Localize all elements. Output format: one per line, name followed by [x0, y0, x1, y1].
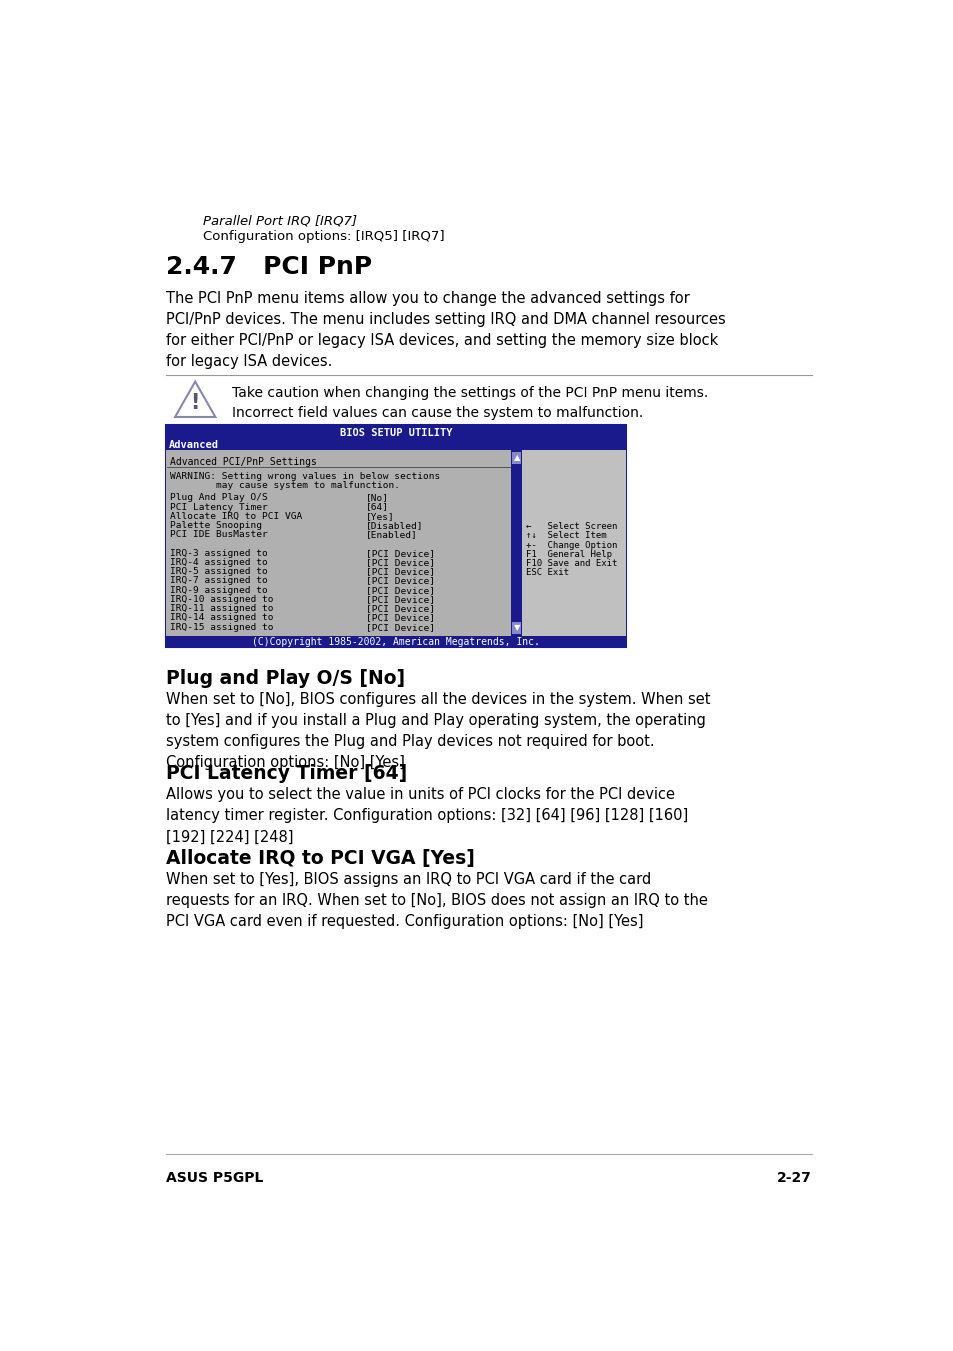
- Text: BIOS SETUP UTILITY: BIOS SETUP UTILITY: [339, 428, 452, 438]
- Text: [PCI Device]: [PCI Device]: [365, 594, 435, 604]
- Text: ▲: ▲: [513, 454, 519, 462]
- FancyBboxPatch shape: [512, 621, 521, 634]
- Text: F1  General Help: F1 General Help: [525, 550, 612, 559]
- Text: ▼: ▼: [513, 623, 519, 632]
- Text: [PCI Device]: [PCI Device]: [365, 558, 435, 567]
- Text: +-  Change Option: +- Change Option: [525, 540, 617, 550]
- Text: PCI Latency Timer [64]: PCI Latency Timer [64]: [166, 765, 407, 784]
- Text: IRQ-15 assigned to: IRQ-15 assigned to: [171, 623, 274, 632]
- Text: IRQ-3 assigned to: IRQ-3 assigned to: [171, 549, 268, 558]
- Text: PCI Latency Timer: PCI Latency Timer: [171, 503, 268, 512]
- Text: Allocate IRQ to PCI VGA: Allocate IRQ to PCI VGA: [171, 512, 302, 521]
- FancyBboxPatch shape: [166, 636, 625, 647]
- Text: IRQ-14 assigned to: IRQ-14 assigned to: [171, 613, 274, 623]
- Text: When set to [No], BIOS configures all the devices in the system. When set
to [Ye: When set to [No], BIOS configures all th…: [166, 692, 709, 770]
- Text: IRQ-9 assigned to: IRQ-9 assigned to: [171, 586, 268, 594]
- Text: F10 Save and Exit: F10 Save and Exit: [525, 559, 617, 569]
- Text: Configuration options: [IRQ5] [IRQ7]: Configuration options: [IRQ5] [IRQ7]: [203, 230, 444, 243]
- Text: IRQ-5 assigned to: IRQ-5 assigned to: [171, 567, 268, 577]
- FancyBboxPatch shape: [166, 439, 221, 450]
- Text: 2-27: 2-27: [777, 1171, 811, 1185]
- Text: [PCI Device]: [PCI Device]: [365, 567, 435, 577]
- Text: may cause system to malfunction.: may cause system to malfunction.: [171, 481, 400, 490]
- Text: Take caution when changing the settings of the PCI PnP menu items.
Incorrect fie: Take caution when changing the settings …: [232, 386, 707, 420]
- Text: Palette Snooping: Palette Snooping: [171, 521, 262, 530]
- Text: WARNING: Setting wrong values in below sections: WARNING: Setting wrong values in below s…: [171, 471, 440, 481]
- Text: PCI IDE BusMaster: PCI IDE BusMaster: [171, 531, 268, 539]
- Text: [PCI Device]: [PCI Device]: [365, 586, 435, 594]
- FancyBboxPatch shape: [166, 450, 511, 636]
- Text: [Disabled]: [Disabled]: [365, 521, 423, 530]
- Text: 2.4.7   PCI PnP: 2.4.7 PCI PnP: [166, 254, 372, 278]
- Text: IRQ-11 assigned to: IRQ-11 assigned to: [171, 604, 274, 613]
- Text: [No]: [No]: [365, 493, 388, 503]
- Polygon shape: [174, 381, 215, 417]
- Text: [PCI Device]: [PCI Device]: [365, 604, 435, 613]
- Text: (C)Copyright 1985-2002, American Megatrends, Inc.: (C)Copyright 1985-2002, American Megatre…: [252, 638, 539, 647]
- Text: Advanced PCI/PnP Settings: Advanced PCI/PnP Settings: [171, 458, 317, 467]
- Text: [PCI Device]: [PCI Device]: [365, 613, 435, 623]
- Text: [Yes]: [Yes]: [365, 512, 394, 521]
- Text: IRQ-4 assigned to: IRQ-4 assigned to: [171, 558, 268, 567]
- Text: [PCI Device]: [PCI Device]: [365, 577, 435, 585]
- Text: Advanced: Advanced: [169, 440, 218, 450]
- Text: Plug And Play O/S: Plug And Play O/S: [171, 493, 268, 503]
- FancyBboxPatch shape: [511, 450, 521, 636]
- FancyBboxPatch shape: [166, 426, 625, 647]
- Text: Plug and Play O/S [No]: Plug and Play O/S [No]: [166, 669, 404, 688]
- Text: ←   Select Screen: ← Select Screen: [525, 523, 617, 531]
- Text: Allows you to select the value in units of PCI clocks for the PCI device
latency: Allows you to select the value in units …: [166, 788, 687, 844]
- Text: ASUS P5GPL: ASUS P5GPL: [166, 1171, 263, 1185]
- FancyBboxPatch shape: [512, 451, 521, 463]
- Text: [PCI Device]: [PCI Device]: [365, 549, 435, 558]
- Text: IRQ-7 assigned to: IRQ-7 assigned to: [171, 577, 268, 585]
- Text: [64]: [64]: [365, 503, 388, 512]
- Text: Parallel Port IRQ [IRQ7]: Parallel Port IRQ [IRQ7]: [203, 215, 356, 227]
- Text: ESC Exit: ESC Exit: [525, 569, 569, 577]
- Text: ↑↓  Select Item: ↑↓ Select Item: [525, 531, 606, 540]
- Text: [Enabled]: [Enabled]: [365, 531, 417, 539]
- Text: [PCI Device]: [PCI Device]: [365, 623, 435, 632]
- Text: IRQ-10 assigned to: IRQ-10 assigned to: [171, 594, 274, 604]
- Text: When set to [Yes], BIOS assigns an IRQ to PCI VGA card if the card
requests for : When set to [Yes], BIOS assigns an IRQ t…: [166, 871, 707, 929]
- Text: The PCI PnP menu items allow you to change the advanced settings for
PCI/PnP dev: The PCI PnP menu items allow you to chan…: [166, 292, 724, 369]
- FancyBboxPatch shape: [521, 450, 625, 636]
- Text: !: !: [191, 393, 200, 413]
- Text: Allocate IRQ to PCI VGA [Yes]: Allocate IRQ to PCI VGA [Yes]: [166, 848, 475, 867]
